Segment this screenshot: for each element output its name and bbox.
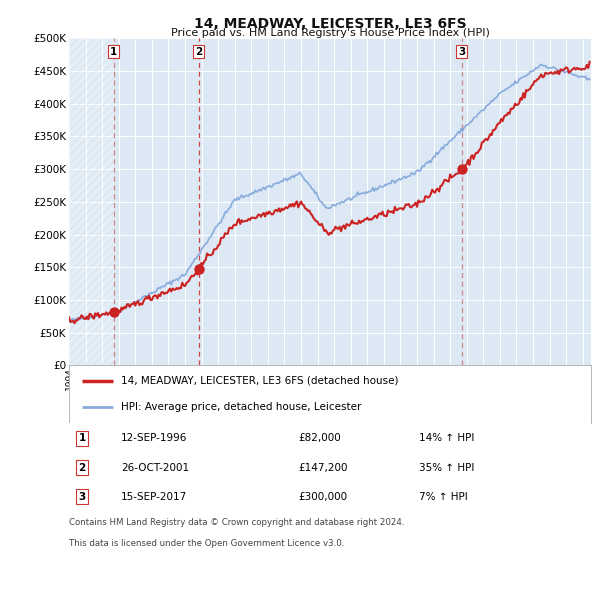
- Text: £300,000: £300,000: [299, 491, 348, 502]
- Text: Contains HM Land Registry data © Crown copyright and database right 2024.: Contains HM Land Registry data © Crown c…: [69, 518, 404, 527]
- Text: 14, MEADWAY, LEICESTER, LE3 6FS (detached house): 14, MEADWAY, LEICESTER, LE3 6FS (detache…: [121, 376, 398, 386]
- Text: 12-SEP-1996: 12-SEP-1996: [121, 434, 188, 444]
- Text: 3: 3: [79, 491, 86, 502]
- Text: £147,200: £147,200: [299, 463, 348, 473]
- Text: 2: 2: [195, 47, 202, 57]
- Text: This data is licensed under the Open Government Licence v3.0.: This data is licensed under the Open Gov…: [69, 539, 344, 548]
- Text: 14, MEADWAY, LEICESTER, LE3 6FS: 14, MEADWAY, LEICESTER, LE3 6FS: [194, 17, 466, 31]
- Text: 26-OCT-2001: 26-OCT-2001: [121, 463, 190, 473]
- Text: 2: 2: [79, 463, 86, 473]
- Text: £82,000: £82,000: [299, 434, 341, 444]
- Text: 35% ↑ HPI: 35% ↑ HPI: [419, 463, 474, 473]
- Text: 1: 1: [110, 47, 118, 57]
- Text: 7% ↑ HPI: 7% ↑ HPI: [419, 491, 467, 502]
- Text: HPI: Average price, detached house, Leicester: HPI: Average price, detached house, Leic…: [121, 402, 362, 412]
- Bar: [69, 38, 114, 365]
- Bar: [69, 38, 114, 365]
- Text: 14% ↑ HPI: 14% ↑ HPI: [419, 434, 474, 444]
- Text: 15-SEP-2017: 15-SEP-2017: [121, 491, 187, 502]
- Text: Price paid vs. HM Land Registry's House Price Index (HPI): Price paid vs. HM Land Registry's House …: [170, 28, 490, 38]
- Text: 1: 1: [79, 434, 86, 444]
- Text: 3: 3: [458, 47, 466, 57]
